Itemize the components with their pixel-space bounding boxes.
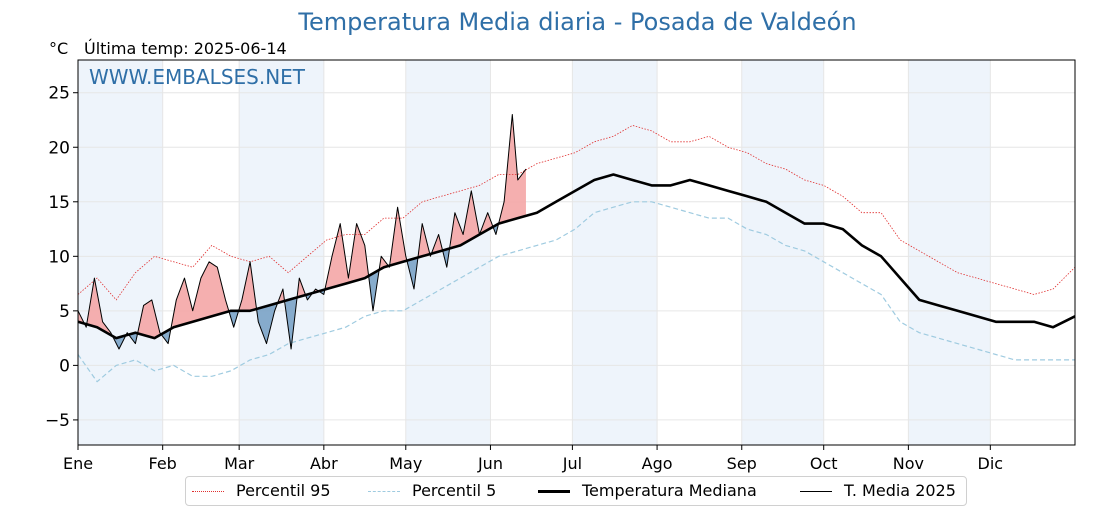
legend-label-p95: Percentil 95 — [236, 481, 331, 500]
fill-below-median — [368, 269, 380, 311]
legend-swatch-current — [800, 491, 832, 492]
watermark: WWW.EMBALSES.NET — [89, 65, 306, 89]
x-tick-label-jul: Jul — [562, 454, 582, 473]
fill-above-median — [297, 278, 307, 298]
fill-above-median — [78, 310, 85, 324]
x-axis: Ene Feb Mar Abr May Jun Jul Ago Sep Oct Nov Dic — [63, 445, 1003, 473]
legend-item-p95: Percentil 95 — [192, 481, 352, 501]
last-update-label: Última temp: 2025-06-14 — [84, 39, 287, 58]
month-band-mar — [239, 60, 324, 445]
fill-above-median — [498, 114, 526, 224]
fill-below-median — [129, 332, 139, 344]
legend-label-current: T. Media 2025 — [844, 481, 956, 500]
x-tick-label-nov: Nov — [893, 454, 924, 473]
fill-above-median — [450, 190, 494, 249]
legend-swatch-median — [538, 490, 570, 493]
month-band-nov — [908, 60, 991, 445]
x-tick-label-ago: Ago — [642, 454, 673, 473]
fill-below-median — [161, 327, 173, 344]
series-line-p5 — [77, 201, 1075, 383]
fill-below-median — [229, 310, 240, 328]
fill-below-median — [256, 302, 279, 344]
legend-item-median: Temperatura Mediana — [538, 481, 778, 501]
y-axis: −5 0 5 10 15 20 25 — [45, 84, 78, 431]
x-tick-label-sep: Sep — [727, 454, 757, 473]
legend-item-current: T. Media 2025 — [800, 481, 960, 501]
chart-title: Temperatura Media diaria - Posada de Val… — [298, 8, 857, 36]
legend-swatch-p95 — [192, 491, 224, 492]
y-tick-label: 10 — [48, 247, 70, 267]
fill-above-median — [390, 207, 408, 266]
series-line-current — [77, 114, 527, 350]
y-tick-label: 25 — [48, 84, 70, 104]
x-tick-label-may: May — [389, 454, 422, 473]
y-tick-label: −5 — [45, 411, 70, 431]
fill-above-median — [138, 299, 162, 339]
anomaly-fills — [78, 114, 526, 350]
plot-frame — [77, 59, 1076, 446]
series-lines — [77, 114, 1076, 383]
month-bands — [78, 60, 991, 445]
fill-above-median — [239, 261, 257, 311]
legend-label-p5: Percentil 5 — [412, 481, 497, 500]
y-tick-label: 15 — [48, 193, 70, 213]
fill-above-median — [431, 234, 443, 254]
legend-swatch-p5 — [368, 491, 400, 492]
legend-item-p5: Percentil 5 — [368, 481, 528, 501]
month-band-sep — [741, 60, 824, 445]
series-line-median — [77, 173, 1076, 340]
legend: Percentil 95 Percentil 5 Temperatura Med… — [185, 476, 967, 506]
x-tick-label-abr: Abr — [310, 454, 338, 473]
x-tick-label-oct: Oct — [810, 454, 838, 473]
month-band-jul — [572, 60, 658, 445]
fill-below-median — [285, 297, 298, 350]
x-tick-label-ene: Ene — [63, 454, 93, 473]
y-tick-label: 5 — [59, 302, 70, 322]
month-band-ene — [78, 60, 163, 445]
legend-label-median: Temperatura Mediana — [582, 481, 757, 500]
unit-label: °C — [49, 39, 69, 58]
series-line-p95 — [77, 125, 1076, 301]
x-tick-label-mar: Mar — [224, 454, 255, 473]
fill-above-median — [172, 261, 230, 328]
y-tick-label: 0 — [59, 356, 70, 376]
fill-above-median — [87, 278, 114, 337]
fill-below-median — [407, 257, 419, 290]
x-tick-label-dic: Dic — [978, 454, 1004, 473]
x-tick-label-jun: Jun — [477, 454, 503, 473]
y-tick-label: 20 — [48, 138, 70, 158]
x-tick-label-feb: Feb — [149, 454, 177, 473]
